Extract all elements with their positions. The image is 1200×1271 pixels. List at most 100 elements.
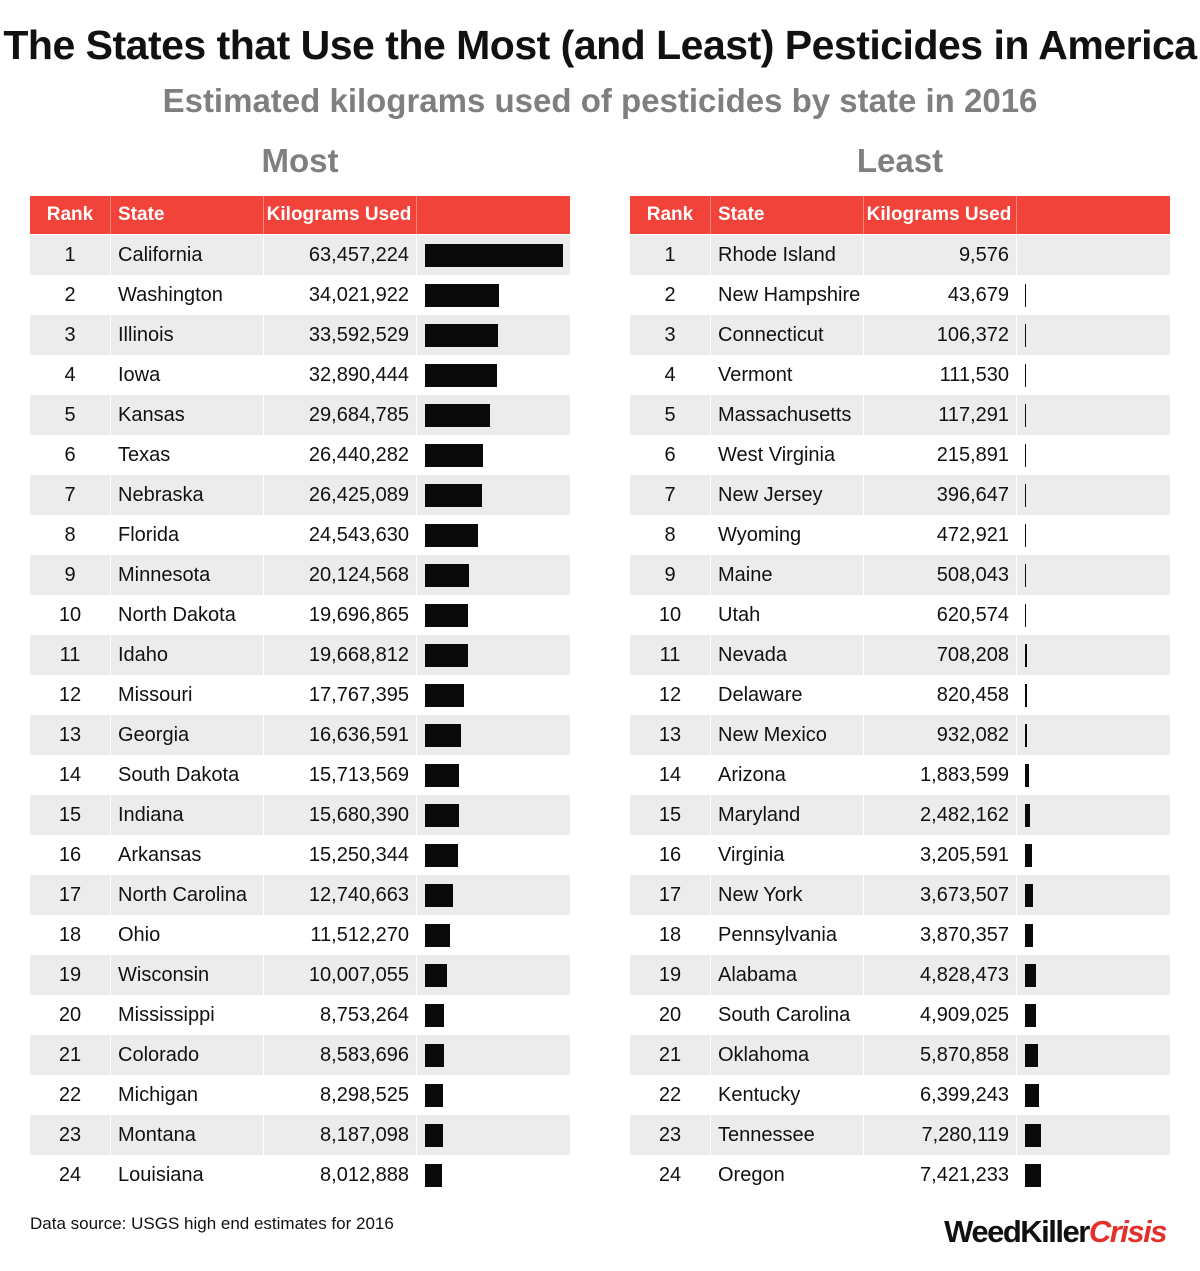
rank-cell: 4 [64, 364, 76, 386]
rank-cell: 2 [664, 284, 676, 306]
bar-arkansas [425, 844, 459, 867]
table-row: 19 Alabama 4,828,473 [630, 955, 1170, 995]
kilograms-cell: 7,421,233 [920, 1164, 1009, 1186]
state-cell: Georgia [118, 724, 190, 746]
state-cell: West Virginia [718, 444, 836, 466]
bar-kansas [425, 404, 490, 427]
kilograms-column-header: Kilograms Used [866, 204, 1012, 225]
state-cell: Oregon [718, 1164, 785, 1186]
kilograms-cell: 15,713,569 [308, 764, 409, 786]
kilograms-cell: 9,576 [958, 244, 1009, 266]
table-row: 7 New Jersey 396,647 [630, 475, 1170, 515]
state-cell: North Dakota [118, 604, 236, 626]
bar-utah [1025, 604, 1027, 627]
rank-cell: 20 [58, 1004, 82, 1026]
rank-cell: 13 [658, 724, 682, 746]
kilograms-cell: 12,740,663 [308, 884, 409, 906]
table-row: 10 North Dakota 19,696,865 [30, 595, 570, 635]
kilograms-cell: 106,372 [936, 324, 1009, 346]
table-row: 13 Georgia 16,636,591 [30, 715, 570, 755]
bar-virginia [1025, 844, 1032, 867]
state-cell: Kansas [118, 404, 185, 426]
rank-cell: 8 [664, 524, 676, 546]
rank-cell: 14 [58, 764, 82, 786]
kilograms-cell: 26,425,089 [308, 484, 409, 506]
table-row: 12 Missouri 17,767,395 [30, 675, 570, 715]
most-panel: Most Rank State Kilograms Used 1 Californ… [30, 140, 570, 1195]
bar-south-dakota [425, 764, 460, 787]
kilograms-cell: 19,668,812 [308, 644, 409, 666]
state-cell: Vermont [718, 364, 793, 386]
rank-cell: 5 [664, 404, 676, 426]
kilograms-cell: 8,187,098 [320, 1124, 409, 1146]
rank-cell: 24 [58, 1164, 82, 1186]
rank-cell: 18 [58, 924, 82, 946]
table-row: 11 Nevada 708,208 [630, 635, 1170, 675]
most-table-body: 1 California 63,457,224 2 Washington 34,021,9… [30, 235, 570, 1195]
kilograms-cell: 19,696,865 [308, 604, 409, 626]
table-row: 17 North Carolina 12,740,663 [30, 875, 570, 915]
kilograms-column-header: Kilograms Used [266, 204, 412, 225]
bar-oregon [1025, 1164, 1042, 1187]
rank-cell: 16 [58, 844, 82, 866]
table-row: 18 Ohio 11,512,270 [30, 915, 570, 955]
table-row: 3 Connecticut 106,372 [630, 315, 1170, 355]
rank-cell: 5 [64, 404, 76, 426]
bar-wisconsin [425, 964, 447, 987]
rank-cell: 15 [658, 804, 682, 826]
least-panel: Least Rank State Kilograms Used 1 Rhode I… [630, 140, 1170, 1195]
table-row: 9 Minnesota 20,124,568 [30, 555, 570, 595]
state-cell: Wyoming [718, 524, 802, 546]
table-row: 13 New Mexico 932,082 [630, 715, 1170, 755]
kilograms-cell: 26,440,282 [308, 444, 409, 466]
table-row: 11 Idaho 19,668,812 [30, 635, 570, 675]
table-row: 1 Rhode Island 9,576 [630, 235, 1170, 275]
bar-oklahoma [1025, 1044, 1038, 1067]
rank-cell: 20 [658, 1004, 682, 1026]
table-row: 2 Washington 34,021,922 [30, 275, 570, 315]
table-row: 7 Nebraska 26,425,089 [30, 475, 570, 515]
table-row: 16 Virginia 3,205,591 [630, 835, 1170, 875]
rank-cell: 1 [64, 244, 76, 266]
state-cell: Nevada [718, 644, 787, 666]
kilograms-cell: 6,399,243 [920, 1084, 1009, 1106]
bar-pennsylvania [1025, 924, 1034, 947]
kilograms-cell: 117,291 [938, 404, 1009, 426]
bar-texas [425, 444, 483, 467]
rank-cell: 3 [64, 324, 76, 346]
rank-cell: 7 [664, 484, 676, 506]
state-cell: Texas [118, 444, 171, 466]
kilograms-cell: 8,012,888 [320, 1164, 409, 1186]
kilograms-cell: 16,636,591 [308, 724, 409, 746]
table-row: 6 West Virginia 215,891 [630, 435, 1170, 475]
state-cell: Missouri [118, 684, 193, 706]
rank-cell: 19 [658, 964, 682, 986]
bar-north-dakota [425, 604, 468, 627]
state-cell: Massachusetts [718, 404, 852, 426]
state-cell: Iowa [118, 364, 161, 386]
table-row: 15 Maryland 2,482,162 [630, 795, 1170, 835]
state-cell: Arizona [718, 764, 786, 786]
kilograms-cell: 33,592,529 [308, 324, 409, 346]
rank-cell: 2 [64, 284, 76, 306]
state-cell: Nebraska [118, 484, 204, 506]
chart-subtitle: Estimated kilograms used of pesticides b… [162, 82, 1038, 119]
kilograms-cell: 820,458 [936, 684, 1009, 706]
rank-cell: 8 [64, 524, 76, 546]
bar-montana [425, 1124, 443, 1147]
rank-cell: 23 [58, 1124, 82, 1146]
table-row: 1 California 63,457,224 [30, 235, 570, 275]
kilograms-cell: 111,530 [939, 364, 1009, 386]
rank-cell: 21 [58, 1044, 82, 1066]
table-row: 6 Texas 26,440,282 [30, 435, 570, 475]
state-cell: Rhode Island [718, 244, 836, 266]
table-row: 21 Oklahoma 5,870,858 [630, 1035, 1170, 1075]
bar-wyoming [1025, 524, 1027, 547]
rank-cell: 1 [664, 244, 676, 266]
kilograms-cell: 8,298,525 [320, 1084, 409, 1106]
state-cell: Washington [118, 284, 223, 306]
rank-cell: 24 [658, 1164, 682, 1186]
kilograms-cell: 10,007,055 [308, 964, 409, 986]
state-cell: Oklahoma [718, 1044, 810, 1066]
rank-cell: 10 [658, 604, 682, 626]
